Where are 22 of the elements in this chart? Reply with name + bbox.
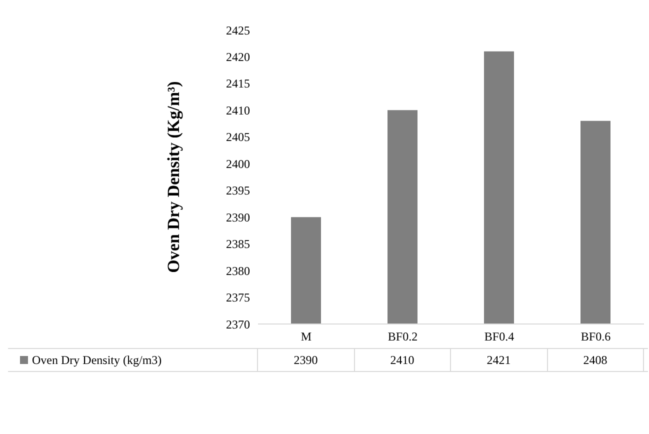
x-tick-label: BF0.2 (388, 330, 418, 344)
y-tick-label: 2375 (226, 290, 250, 305)
data-label: 2410 (354, 349, 451, 371)
legend-label: Oven Dry Density (kg/m3) (32, 352, 162, 369)
y-tick-label: 2405 (226, 130, 250, 144)
y-tick-label: 2400 (226, 156, 250, 171)
y-tick-label: 2370 (226, 317, 250, 332)
y-tick-label: 2380 (226, 264, 250, 278)
x-tick-label: M (300, 330, 312, 344)
x-tick-label: BF0.6 (580, 330, 611, 344)
y-tick-label: 2385 (226, 237, 250, 252)
y-tick-label: 2425 (226, 23, 250, 38)
data-label: 2408 (548, 349, 644, 371)
data-label: 2421 (451, 349, 548, 371)
y-axis-title: Oven Dry Density (Kg/m³) (164, 81, 184, 273)
y-tick-label: 2415 (226, 76, 250, 91)
y-tick-label: 2410 (226, 103, 250, 118)
x-tick-label: BF0.4 (484, 330, 514, 344)
y-tick-label: 2420 (226, 50, 250, 64)
data-label: 2390 (258, 349, 354, 371)
y-tick-label: 2395 (226, 184, 250, 198)
y-tick-label: 2390 (226, 210, 250, 224)
